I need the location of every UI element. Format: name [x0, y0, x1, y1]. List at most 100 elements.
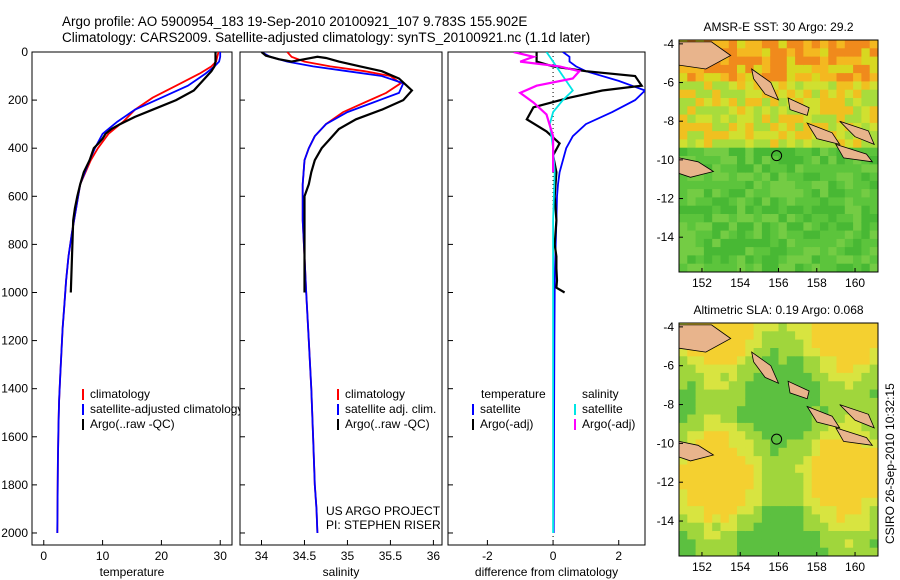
- sla-map-cell: [861, 464, 871, 474]
- sst-map-cell: [811, 114, 821, 124]
- sst-map-cell: [761, 189, 771, 198]
- sst-map-cell: [869, 81, 878, 91]
- sla-map-cell: [795, 397, 804, 407]
- sla-map-cell: [753, 414, 763, 424]
- sla-map-ytick-label: -14: [657, 514, 675, 528]
- sst-map-cell: [770, 172, 780, 182]
- sst-map-cell: [861, 106, 871, 116]
- sst-map-cell: [770, 247, 780, 256]
- sst-map-cell: [712, 222, 722, 232]
- sla-map-cell: [778, 397, 788, 407]
- sst-map-cell: [720, 81, 730, 91]
- sst-map-land: [679, 41, 732, 70]
- sla-map-cell: [703, 372, 713, 382]
- sst-map-cell: [786, 40, 796, 49]
- sst-map-cell: [795, 238, 804, 248]
- sla-map-cell: [770, 472, 780, 482]
- sla-map-cell: [803, 506, 813, 515]
- sst-map-cell: [695, 263, 705, 272]
- sst-map-cell: [720, 255, 730, 265]
- sst-map-cell: [803, 131, 813, 140]
- sla-map-cell: [761, 339, 771, 349]
- sla-map-cell: [820, 539, 829, 549]
- sst-map-cell: [844, 114, 854, 124]
- sla-map-cell: [703, 414, 713, 424]
- sla-map-cell: [712, 348, 722, 357]
- sst-map-cell: [695, 247, 705, 256]
- sst-map-cell: [836, 222, 846, 232]
- sla-map-cell: [778, 323, 788, 332]
- sla-map-cell: [786, 323, 796, 332]
- sst-map-cell: [836, 56, 846, 66]
- sla-map-cell: [687, 372, 697, 382]
- sst-map-cell: [820, 64, 829, 74]
- sla-map-cell: [770, 348, 780, 357]
- sst-map-cell: [745, 156, 755, 165]
- sla-map-cell: [720, 364, 730, 374]
- sla-map-cell: [869, 397, 878, 407]
- sst-map-cell: [753, 197, 763, 207]
- sla-map-cell: [687, 422, 697, 432]
- temperature-series-argo-raw-qc-: [69, 52, 217, 293]
- sla-map-cell: [836, 356, 846, 366]
- sla-map-cell: [679, 406, 688, 416]
- sst-map-cell: [695, 156, 705, 165]
- sst-map-cell: [712, 247, 722, 256]
- sst-map-cell: [761, 139, 771, 149]
- sla-map-cell: [679, 348, 688, 357]
- sst-map-cell: [853, 81, 862, 91]
- sla-map-cell: [844, 422, 854, 432]
- sst-map-cell: [703, 238, 713, 248]
- sst-map-cell: [737, 255, 746, 265]
- sst-map-cell: [753, 180, 763, 190]
- sst-map-cell: [795, 222, 804, 232]
- sla-map-cell: [828, 348, 838, 357]
- sst-map-cell: [853, 64, 862, 74]
- sla-map-cell: [695, 456, 705, 465]
- sst-map-cell: [728, 263, 738, 272]
- sst-map-cell: [753, 106, 763, 116]
- sst-map-cell: [728, 180, 738, 190]
- sla-map-cell: [828, 547, 838, 556]
- sst-map-cell: [844, 255, 854, 265]
- sst-map-cell: [786, 222, 796, 232]
- sla-map-cell: [820, 522, 829, 532]
- sst-map-cell: [795, 189, 804, 198]
- sla-map-cell: [712, 481, 722, 490]
- sla-map-cell: [737, 514, 746, 524]
- sla-map-cell: [728, 456, 738, 465]
- sla-map-cell: [820, 531, 829, 540]
- sst-map-cell: [844, 48, 854, 58]
- sst-map-cell: [770, 147, 780, 157]
- sst-map-cell: [778, 247, 788, 256]
- sla-map-cell: [712, 381, 722, 391]
- sst-map-cell: [869, 73, 878, 82]
- sla-map-cell: [786, 522, 796, 532]
- sla-map-cell: [844, 547, 854, 556]
- sla-map-cell: [745, 331, 755, 341]
- sla-map-cell: [786, 389, 796, 399]
- sst-map-cell: [712, 106, 722, 116]
- sst-map-cell: [703, 230, 713, 240]
- sla-map-cell: [703, 522, 713, 532]
- sla-map-cell: [745, 497, 755, 507]
- sst-map-cell: [836, 139, 846, 149]
- sla-map-cell: [853, 356, 862, 366]
- sst-map-cell: [761, 238, 771, 248]
- sla-map-cell: [844, 348, 854, 357]
- sla-map-cell: [745, 414, 755, 424]
- sla-map-cell: [703, 472, 713, 482]
- sla-map-cell: [761, 323, 771, 332]
- sst-map-cell: [861, 222, 871, 232]
- sst-map-cell: [761, 40, 771, 49]
- sst-map-cell: [720, 180, 730, 190]
- sla-map-cell: [844, 539, 854, 549]
- sst-map-cell: [687, 247, 697, 256]
- sst-map-cell: [844, 64, 854, 74]
- sst-map-cell: [861, 172, 871, 182]
- sla-map-cell: [861, 323, 871, 332]
- sst-map-cell: [853, 156, 862, 165]
- sst-map-cell: [728, 147, 738, 157]
- sla-map-cell: [728, 531, 738, 540]
- difference-series-salinity-argo-adj-: [513, 52, 582, 173]
